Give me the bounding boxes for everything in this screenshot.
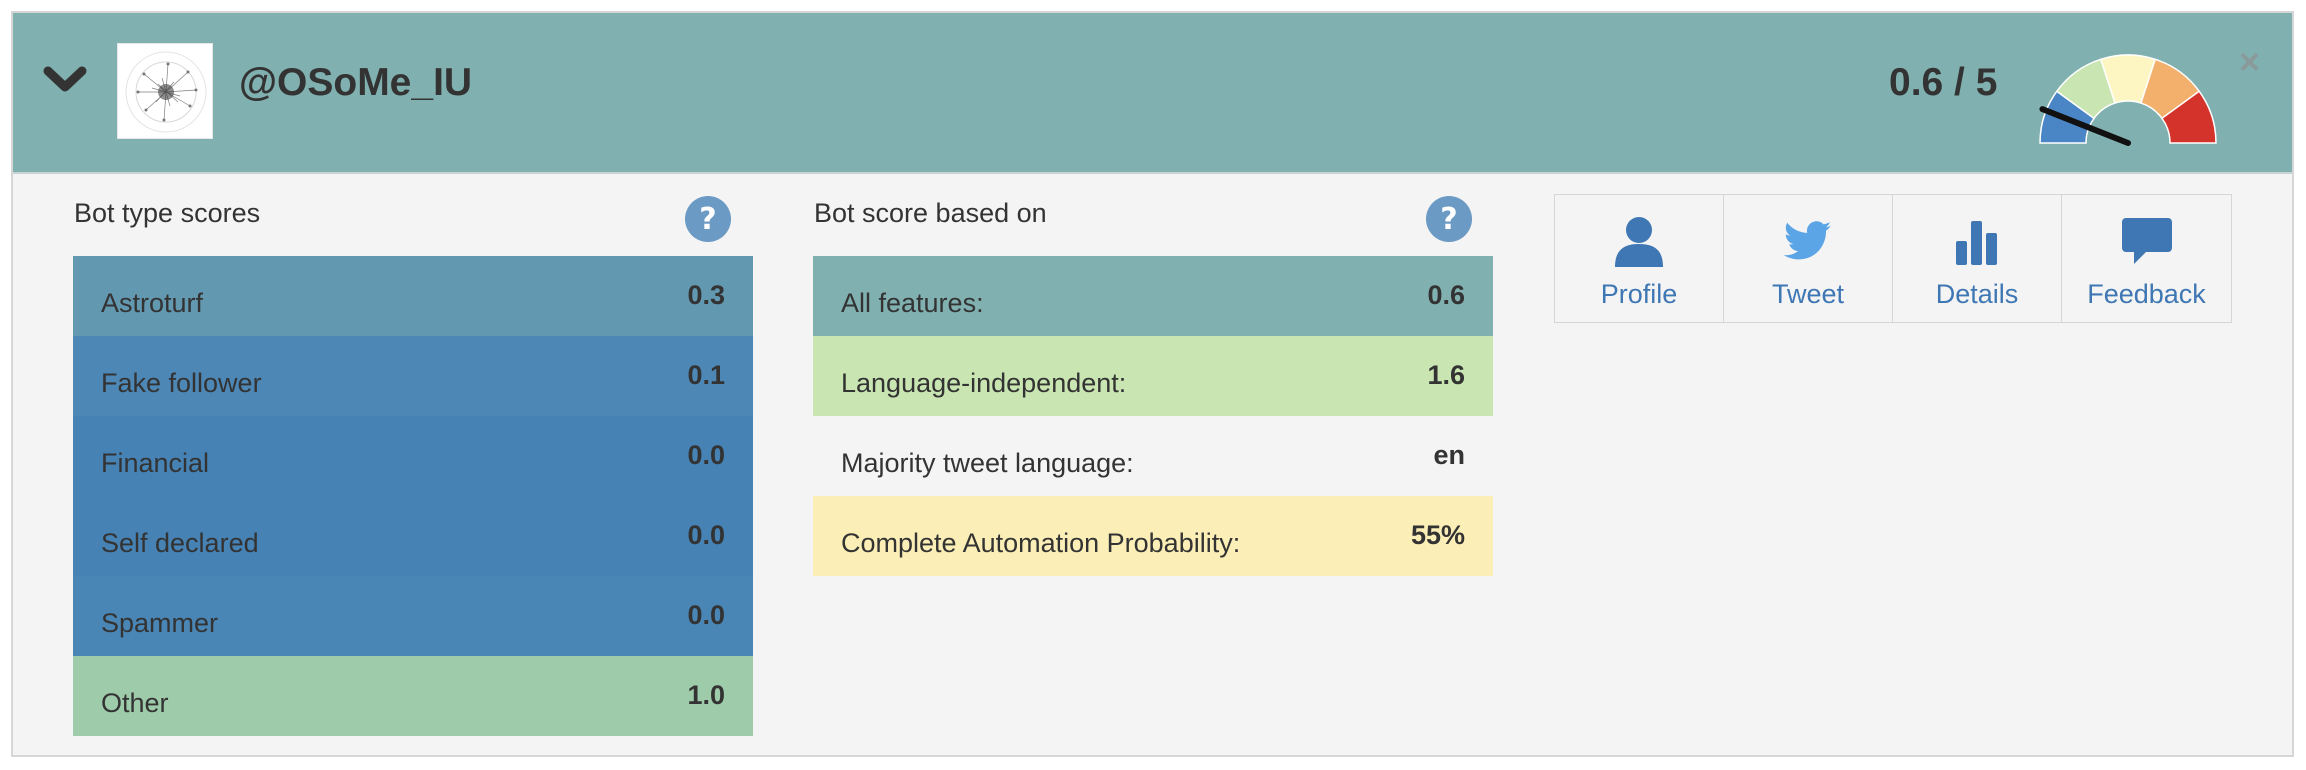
overall-bot-score: 0.6 / 5 xyxy=(1889,61,1998,104)
profile-button[interactable]: Profile xyxy=(1555,195,1724,322)
row-value: 0.1 xyxy=(687,360,725,390)
close-icon[interactable]: × xyxy=(2239,41,2261,82)
gauge-segment xyxy=(2160,90,2217,144)
row-label: Complete Automation Probability: xyxy=(841,528,1241,558)
row-label: Financial xyxy=(101,448,210,478)
row-value: 0.0 xyxy=(687,520,725,550)
action-button-group: Profile Tweet Details xyxy=(1554,194,2232,323)
row-label: Fake follower xyxy=(101,368,262,398)
feedback-button[interactable]: Feedback xyxy=(2062,195,2231,322)
row-value: 0.0 xyxy=(687,600,725,630)
row-label: All features: xyxy=(841,288,984,318)
row-label: Astroturf xyxy=(101,288,204,318)
profile-button-label: Profile xyxy=(1600,279,1678,309)
user-icon xyxy=(1615,217,1663,267)
bot-type-scores-table: Astroturf 0.3 Fake follower 0.1 Financial 0… xyxy=(73,256,753,736)
tweet-button[interactable]: Tweet xyxy=(1724,195,1893,322)
table-row: Complete Automation Probability: 55% xyxy=(813,496,1493,576)
row-label: Other xyxy=(101,688,169,718)
row-value: en xyxy=(1433,440,1465,470)
help-question-icon[interactable]: ? xyxy=(1426,196,1472,242)
details-button-label: Details xyxy=(1935,279,2019,309)
tweet-button-label: Tweet xyxy=(1771,279,1845,309)
collapse-chevron-icon[interactable] xyxy=(40,57,90,107)
row-label: Self declared xyxy=(101,528,259,558)
svg-text:?: ? xyxy=(699,202,716,237)
help-question-icon[interactable]: ? xyxy=(685,196,731,242)
row-value: 1.6 xyxy=(1427,360,1465,390)
row-label: Spammer xyxy=(101,608,219,638)
gauge-needle xyxy=(2039,106,2131,146)
speech-bubble-icon xyxy=(2121,218,2172,264)
bot-type-scores-title: Bot type scores xyxy=(74,198,261,228)
details-button[interactable]: Details xyxy=(1893,195,2062,322)
svg-text:?: ? xyxy=(1440,202,1457,237)
feedback-button-label: Feedback xyxy=(2087,279,2206,309)
row-label: Majority tweet language: xyxy=(841,448,1134,478)
row-value: 0.6 xyxy=(1427,280,1465,310)
table-row: Self declared 0.0 xyxy=(73,496,753,576)
avatar-network-graphic xyxy=(118,44,212,138)
bot-result-card: @OSoMe_IU 0.6 / 5 × Bot type scores ? As… xyxy=(11,11,2294,757)
bot-score-based-on-title: Bot score based on xyxy=(814,198,1047,228)
bot-score-table: All features: 0.6 Language-independent: 1.… xyxy=(813,256,1493,576)
row-value: 55% xyxy=(1410,520,1465,550)
row-value: 0.0 xyxy=(687,440,725,470)
row-value: 0.3 xyxy=(687,280,725,310)
result-header: @OSoMe_IU 0.6 / 5 × xyxy=(13,13,2292,174)
table-row: Spammer 0.0 xyxy=(73,576,753,656)
bot-score-gauge xyxy=(2039,54,2217,146)
twitter-bird-icon xyxy=(1784,221,1832,260)
table-row: Majority tweet language: en xyxy=(813,416,1493,496)
row-label: Language-independent: xyxy=(841,368,1127,398)
avatar[interactable] xyxy=(117,43,213,139)
account-handle[interactable]: @OSoMe_IU xyxy=(239,61,473,104)
table-row: Fake follower 0.1 xyxy=(73,336,753,416)
table-row: Financial 0.0 xyxy=(73,416,753,496)
row-value: 1.0 xyxy=(687,680,725,710)
table-row: All features: 0.6 xyxy=(813,256,1493,336)
table-row: Astroturf 0.3 xyxy=(73,256,753,336)
table-row: Other 1.0 xyxy=(73,656,753,736)
table-row: Language-independent: 1.6 xyxy=(813,336,1493,416)
bar-chart-icon xyxy=(1956,221,1997,265)
